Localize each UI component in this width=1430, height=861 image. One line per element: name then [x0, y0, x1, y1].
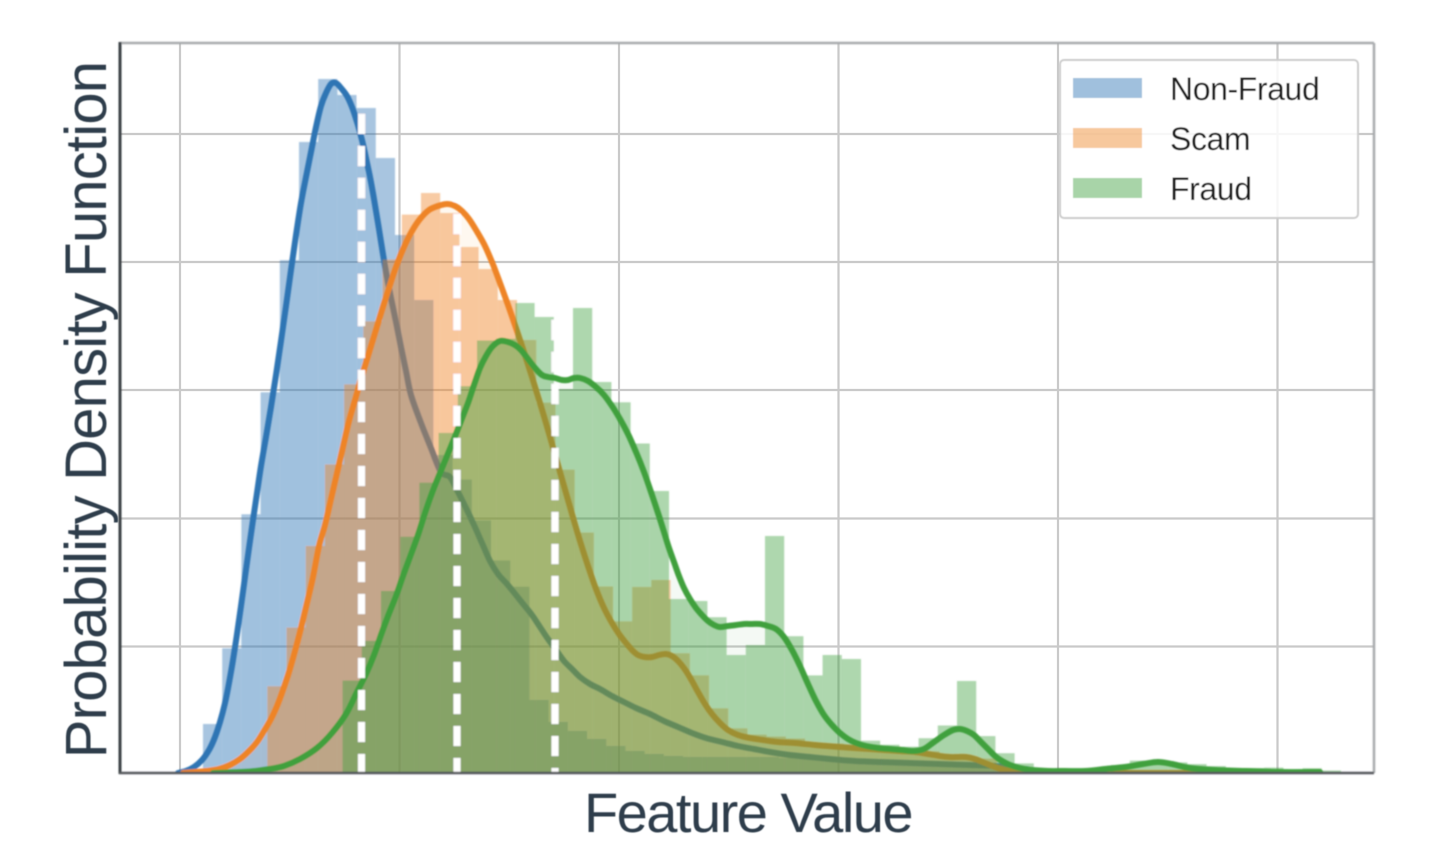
- svg-text:Non-Fraud: Non-Fraud: [1170, 71, 1319, 107]
- svg-text:Probability Density Function: Probability Density Function: [54, 62, 119, 758]
- svg-text:Fraud: Fraud: [1170, 171, 1252, 207]
- svg-text:Scam: Scam: [1170, 121, 1250, 157]
- svg-text:Feature Value: Feature Value: [584, 781, 912, 844]
